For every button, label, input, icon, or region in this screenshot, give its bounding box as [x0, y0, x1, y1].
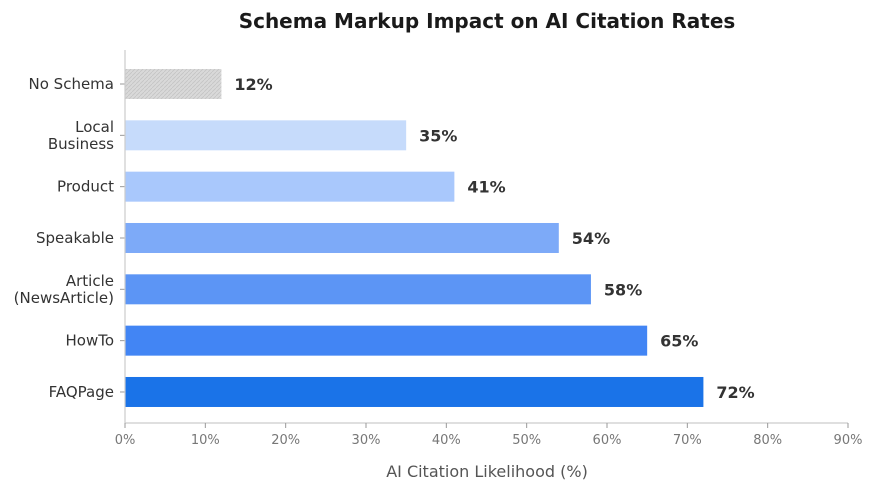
x-tick-label: 40% — [432, 433, 461, 448]
category-label-line: Product — [57, 178, 114, 196]
category-label: FAQPage — [49, 383, 114, 401]
category-label-line: Speakable — [36, 229, 114, 247]
data-label: 54% — [572, 229, 610, 248]
category-label: Speakable — [36, 229, 114, 247]
x-tick-label: 20% — [271, 433, 300, 448]
bar-faqpage — [125, 376, 704, 407]
x-tick-label: 80% — [753, 433, 782, 448]
category-label: No Schema — [29, 75, 114, 93]
x-tick-label: 70% — [673, 433, 702, 448]
data-label: 58% — [604, 280, 642, 299]
axes-layer: No Schema Local Business Product Speakable Ar… — [14, 50, 863, 448]
bar-product — [125, 171, 455, 202]
x-axis-title: AI Citation Likelihood (%) — [386, 462, 588, 481]
data-label: 35% — [419, 126, 457, 145]
bar-local-business — [125, 120, 407, 151]
bar-speakable — [125, 222, 559, 253]
x-tick-label: 90% — [834, 433, 863, 448]
category-label: HowTo — [65, 332, 114, 350]
data-label: 12% — [234, 75, 272, 94]
bars-layer: 12% 35% 41% 54% 58% 65% 72% — [125, 69, 755, 407]
bar-no-schema — [125, 69, 222, 99]
data-label: 41% — [467, 178, 505, 197]
category-label: Local Business — [48, 118, 114, 153]
category-label-line: Business — [48, 135, 114, 153]
category-label-line: HowTo — [65, 332, 114, 350]
chart-title: Schema Markup Impact on AI Citation Rate… — [239, 9, 736, 33]
x-tick-label: 0% — [115, 433, 136, 448]
bar-howto — [125, 325, 648, 356]
data-label: 72% — [716, 383, 754, 402]
category-label-line: Local — [75, 118, 114, 136]
x-tick-label: 60% — [593, 433, 622, 448]
category-label-line: No Schema — [29, 75, 114, 93]
category-label: Article (NewsArticle) — [14, 272, 114, 307]
category-label-line: Article — [66, 272, 114, 290]
category-label-line: (NewsArticle) — [14, 289, 114, 307]
x-tick-label: 30% — [352, 433, 381, 448]
category-label: Product — [57, 178, 114, 196]
data-label: 65% — [660, 332, 698, 351]
category-label-line: FAQPage — [49, 383, 114, 401]
x-tick-label: 10% — [191, 433, 220, 448]
bar-article-newsarticle — [125, 274, 591, 305]
x-tick-label: 50% — [512, 433, 541, 448]
